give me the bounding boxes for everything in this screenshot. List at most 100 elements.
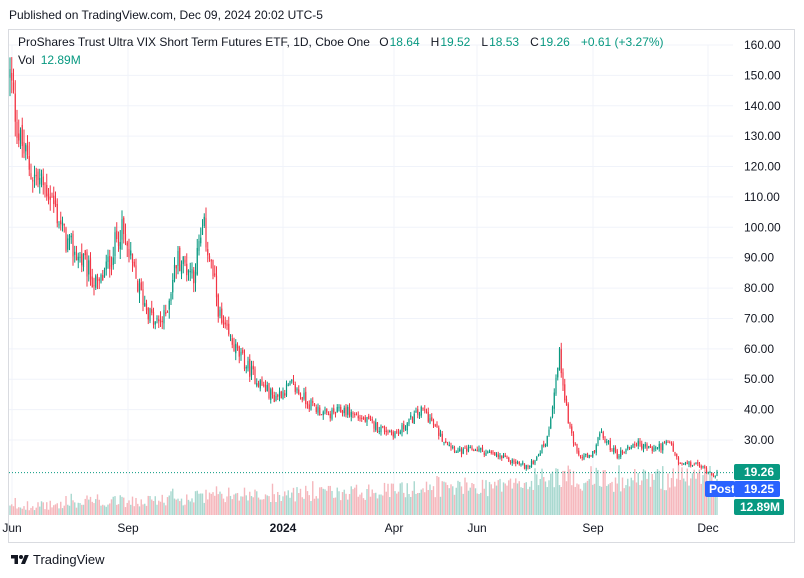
- volume-bar: [455, 487, 457, 515]
- volume-bar: [67, 504, 69, 515]
- candle-body: [522, 462, 524, 464]
- candle-body: [464, 447, 466, 449]
- volume-bar: [33, 510, 36, 515]
- volume-bar: [243, 487, 246, 515]
- volume-bar: [383, 482, 386, 515]
- y-axis: 160.00 150.00 140.00 130.00 120.00 110.00 100.…: [744, 38, 781, 447]
- candle-body: [324, 409, 326, 411]
- candle-body: [343, 407, 345, 414]
- candle-body: [16, 122, 18, 138]
- volume-bar: [233, 494, 235, 515]
- volume-bar: [159, 501, 162, 515]
- candle-body: [102, 275, 104, 281]
- candle-body: [203, 216, 205, 226]
- volume-bar: [616, 483, 618, 515]
- volume-bar: [212, 492, 214, 515]
- candle-body: [690, 462, 692, 466]
- candle-body: [567, 404, 569, 424]
- candle-body: [89, 258, 92, 280]
- candle-body: [149, 308, 151, 322]
- candle-body: [44, 183, 46, 185]
- candle-body: [506, 456, 508, 458]
- candle-body: [217, 294, 219, 317]
- volume-bar: [578, 484, 580, 515]
- volume-bar: [205, 489, 207, 515]
- y-tick-label: 50.00: [744, 372, 774, 386]
- candle-body: [205, 218, 207, 248]
- volume-bar: [128, 500, 130, 515]
- volume-bar: [567, 465, 569, 515]
- candle-body: [11, 72, 13, 81]
- post-price-badge: [734, 481, 780, 497]
- candle-body: [700, 466, 702, 468]
- volume-bar: [376, 498, 379, 515]
- candle-body: [81, 253, 83, 266]
- volume-bar: [333, 497, 335, 515]
- candle-body: [58, 224, 60, 226]
- volume-bar: [537, 485, 540, 515]
- candle-body: [93, 285, 95, 287]
- candle-body: [154, 321, 156, 325]
- volume-bar: [362, 498, 365, 515]
- candle-body: [462, 448, 464, 454]
- volume-bar: [173, 498, 176, 515]
- volume-bar: [620, 491, 622, 515]
- candle-body: [340, 406, 342, 413]
- volume-bar: [189, 501, 191, 515]
- volume-bar: [135, 497, 137, 515]
- candle-body: [436, 423, 438, 427]
- candle-body: [334, 411, 337, 414]
- volume-bar: [688, 485, 690, 515]
- volume-bar: [611, 481, 613, 515]
- volume-bar: [172, 488, 174, 515]
- volume-bar: [609, 483, 611, 515]
- x-tick-label: Sep: [582, 521, 604, 535]
- candle-body: [233, 344, 235, 352]
- candle-body: [292, 380, 295, 383]
- candle-body: [658, 444, 660, 449]
- volume-bar: [54, 504, 57, 515]
- candle-body: [471, 447, 473, 451]
- candle-body: [105, 261, 107, 270]
- candle-body: [438, 427, 440, 436]
- candle-body: [362, 417, 365, 419]
- candle-body: [565, 398, 568, 406]
- volume-bar: [655, 471, 657, 515]
- candle-body: [91, 276, 93, 288]
- volume-bar: [119, 495, 121, 515]
- volume-bar: [380, 494, 382, 515]
- volume-bar: [467, 490, 470, 515]
- candle-body: [642, 445, 645, 450]
- volume-bar: [21, 508, 23, 515]
- candle-body: [674, 452, 676, 456]
- candle-body: [51, 196, 53, 198]
- candle-body: [119, 242, 121, 250]
- candle-body: [607, 441, 610, 443]
- candle-body: [161, 320, 163, 322]
- volume-bar: [110, 499, 113, 515]
- volume-bar: [648, 472, 650, 515]
- candle-body: [600, 431, 603, 433]
- volume-bar: [693, 469, 695, 515]
- candle-body: [585, 453, 587, 456]
- candle-body: [30, 173, 32, 180]
- volume-bar: [196, 490, 198, 515]
- volume-bar: [704, 468, 706, 515]
- volume-bar: [460, 486, 463, 515]
- candle-body: [23, 142, 25, 154]
- candle-body: [275, 396, 277, 401]
- candle-body: [579, 455, 582, 457]
- footer-brand[interactable]: TradingView: [10, 552, 105, 567]
- candle-body: [592, 450, 594, 457]
- volume-bar: [492, 488, 494, 515]
- volume-bar: [9, 505, 11, 515]
- x-axis: Jun Sep 2024 Apr Jun Sep Dec: [2, 521, 718, 535]
- volume-bar: [417, 493, 419, 515]
- candle-body: [219, 309, 221, 316]
- x-tick-label: Sep: [117, 521, 139, 535]
- volume-bar: [441, 481, 443, 515]
- volume-bar: [142, 504, 144, 515]
- candle-body: [630, 446, 632, 450]
- volume-bar: [123, 497, 125, 515]
